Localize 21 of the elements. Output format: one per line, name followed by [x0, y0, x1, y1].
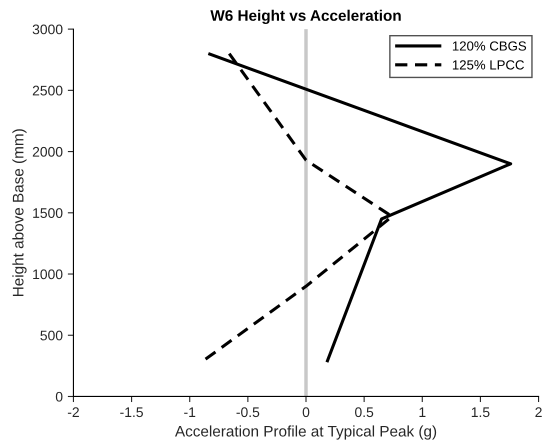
- legend-label: 120% CBGS: [452, 41, 526, 51]
- chart-title: W6 Height vs Acceleration: [210, 10, 401, 24]
- y-tick-label: 0: [56, 392, 62, 402]
- x-tick-label: 1: [419, 407, 426, 417]
- y-axis-title: Height above Base (mm): [12, 129, 27, 296]
- x-tick-label: -0.5: [236, 407, 260, 418]
- x-tick-label: 1.5: [472, 407, 490, 418]
- legend-label: 125% LPCC: [452, 60, 524, 70]
- y-tick-label: 2500: [32, 86, 62, 96]
- x-tick-label: -1: [184, 407, 196, 417]
- x-tick-label: 0: [302, 407, 310, 418]
- x-axis-title: Acceleration Profile at Typical Peak (g): [174, 425, 436, 440]
- y-tick-label: 1000: [33, 269, 62, 280]
- x-tick-label: -1.5: [120, 407, 143, 418]
- x-tick-label: -2: [68, 407, 79, 417]
- y-tick-label: 3000: [32, 24, 62, 34]
- y-tick-label: 2000: [32, 146, 62, 157]
- y-tick-label: 1500: [33, 208, 62, 218]
- x-tick-label: 2: [535, 407, 542, 417]
- y-tick-label: 500: [40, 330, 62, 340]
- x-tick-label: 0.5: [355, 407, 374, 418]
